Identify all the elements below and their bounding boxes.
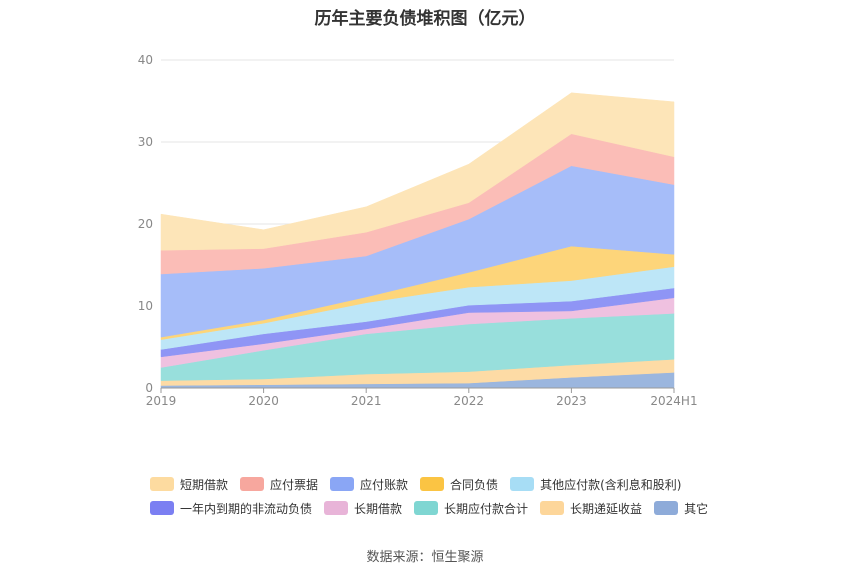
legend-label: 短期借款 bbox=[180, 477, 229, 492]
legend-swatch bbox=[654, 501, 679, 515]
x-tick-label: 2022 bbox=[454, 394, 485, 408]
y-tick-label: 40 bbox=[138, 53, 153, 67]
legend-label: 长期借款 bbox=[354, 501, 403, 516]
legend-item-short-term-borrowing[interactable]: 短期借款 bbox=[150, 476, 228, 493]
legend-label: 长期应付款合计 bbox=[444, 501, 529, 516]
legend-swatch bbox=[330, 477, 355, 491]
legend-item-contract-liabilities[interactable]: 合同负债 bbox=[420, 476, 498, 493]
legend-item-current-noncurrent-liabilities[interactable]: 一年内到期的非流动负债 bbox=[150, 500, 312, 517]
legend-row-1: 短期借款 应付票据 应付账款 合同负债 其他应付款(含利息和股利) bbox=[150, 472, 770, 496]
data-source: 数据来源：恒生聚源 bbox=[366, 550, 484, 565]
legend-row-2: 一年内到期的非流动负债 长期借款 长期应付款合计 长期递延收益 其它 bbox=[150, 496, 770, 520]
legend-swatch bbox=[420, 477, 445, 491]
legend-swatch bbox=[540, 501, 565, 515]
legend-label: 应付票据 bbox=[270, 477, 319, 492]
legend-item-long-term-borrowing[interactable]: 长期借款 bbox=[324, 500, 402, 517]
legend-swatch bbox=[150, 477, 174, 491]
x-tick-label: 2021 bbox=[351, 394, 382, 408]
x-tick-label: 2024H1 bbox=[650, 394, 697, 408]
legend-label: 应付账款 bbox=[360, 477, 409, 492]
legend-item-other-payables[interactable]: 其他应付款(含利息和股利) bbox=[510, 476, 681, 493]
legend-item-deferred-income[interactable]: 长期递延收益 bbox=[540, 500, 642, 517]
legend-label: 一年内到期的非流动负债 bbox=[180, 501, 313, 516]
x-tick-label: 2019 bbox=[146, 394, 177, 408]
legend-swatch bbox=[324, 501, 349, 515]
legend-item-notes-payable[interactable]: 应付票据 bbox=[240, 476, 318, 493]
legend-label: 其它 bbox=[684, 501, 709, 516]
legend-swatch bbox=[240, 477, 265, 491]
y-tick-label: 30 bbox=[138, 135, 153, 149]
legend-item-other[interactable]: 其它 bbox=[654, 500, 708, 517]
area-series bbox=[160, 92, 675, 251]
legend-swatch bbox=[150, 501, 174, 515]
chart-legend: 短期借款 应付票据 应付账款 合同负债 其他应付款(含利息和股利) 一年内到期的… bbox=[150, 472, 770, 520]
y-tick-label: 10 bbox=[138, 299, 153, 313]
legend-item-long-term-payables[interactable]: 长期应付款合计 bbox=[414, 500, 528, 517]
legend-label: 合同负债 bbox=[450, 477, 499, 492]
y-tick-label: 0 bbox=[145, 381, 153, 395]
legend-swatch bbox=[510, 477, 535, 491]
legend-item-accounts-payable[interactable]: 应付账款 bbox=[330, 476, 408, 493]
y-tick-label: 20 bbox=[138, 217, 153, 231]
x-tick-label: 2020 bbox=[248, 394, 279, 408]
x-tick-label: 2023 bbox=[556, 394, 587, 408]
chart-title: 历年主要负债堆积图（亿元） bbox=[314, 9, 536, 29]
legend-label: 长期递延收益 bbox=[570, 501, 643, 516]
legend-label: 其他应付款(含利息和股利) bbox=[540, 477, 682, 492]
legend-swatch bbox=[414, 501, 439, 515]
